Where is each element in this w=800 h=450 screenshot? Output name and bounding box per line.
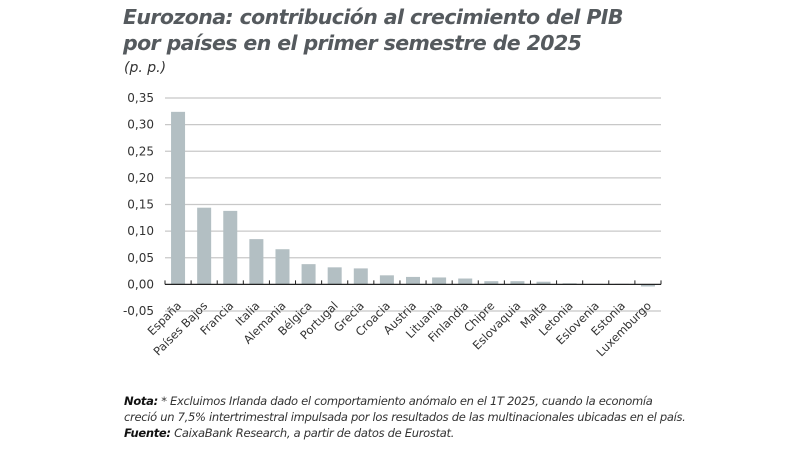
bar xyxy=(432,277,447,285)
chart-title: Eurozona: contribución al crecimiento de… xyxy=(123,4,623,56)
note-text-1: * Excluimos Irlanda dado el comportamien… xyxy=(161,394,653,408)
y-tick-label: 0,15 xyxy=(127,198,154,212)
bar xyxy=(301,264,316,285)
y-tick-label: 0,20 xyxy=(127,171,154,185)
y-tick-label: 0,25 xyxy=(127,144,154,158)
bar xyxy=(536,281,551,285)
y-tick-label: 0,00 xyxy=(127,277,154,291)
bar xyxy=(458,278,473,285)
bar xyxy=(640,284,655,287)
y-tick-label: 0,05 xyxy=(127,251,154,265)
bar xyxy=(197,207,212,285)
bar xyxy=(379,275,394,285)
title-line-2: por países en el primer semestre de 2025 xyxy=(123,31,582,55)
note-line-2: creció un 7,5% intertrimestral impulsada… xyxy=(124,410,686,424)
bar xyxy=(275,249,290,285)
footnotes: Nota: * Excluimos Irlanda dado el compor… xyxy=(124,393,686,441)
bar xyxy=(327,267,342,285)
source-text: CaixaBank Research, a partir de datos de… xyxy=(174,426,455,440)
bar xyxy=(406,276,420,285)
source-label: Fuente: xyxy=(124,426,171,440)
note-line-1: Nota: * Excluimos Irlanda dado el compor… xyxy=(124,393,686,409)
y-tick-label: 0,10 xyxy=(127,224,154,238)
bar xyxy=(249,239,264,285)
y-tick-label: 0,30 xyxy=(127,118,154,132)
bar xyxy=(484,281,499,285)
bar xyxy=(510,281,525,285)
bar xyxy=(353,268,368,285)
unit-label: (p. p.) xyxy=(124,60,167,76)
bar xyxy=(171,111,186,285)
y-tick-label: 0,35 xyxy=(127,91,154,105)
source-line: Fuente: CaixaBank Research, a partir de … xyxy=(124,425,686,441)
title-line-1: Eurozona: contribución al crecimiento de… xyxy=(123,5,623,29)
note-label: Nota: xyxy=(124,394,158,408)
bar xyxy=(223,210,238,285)
y-tick-label: -0,05 xyxy=(123,304,154,318)
